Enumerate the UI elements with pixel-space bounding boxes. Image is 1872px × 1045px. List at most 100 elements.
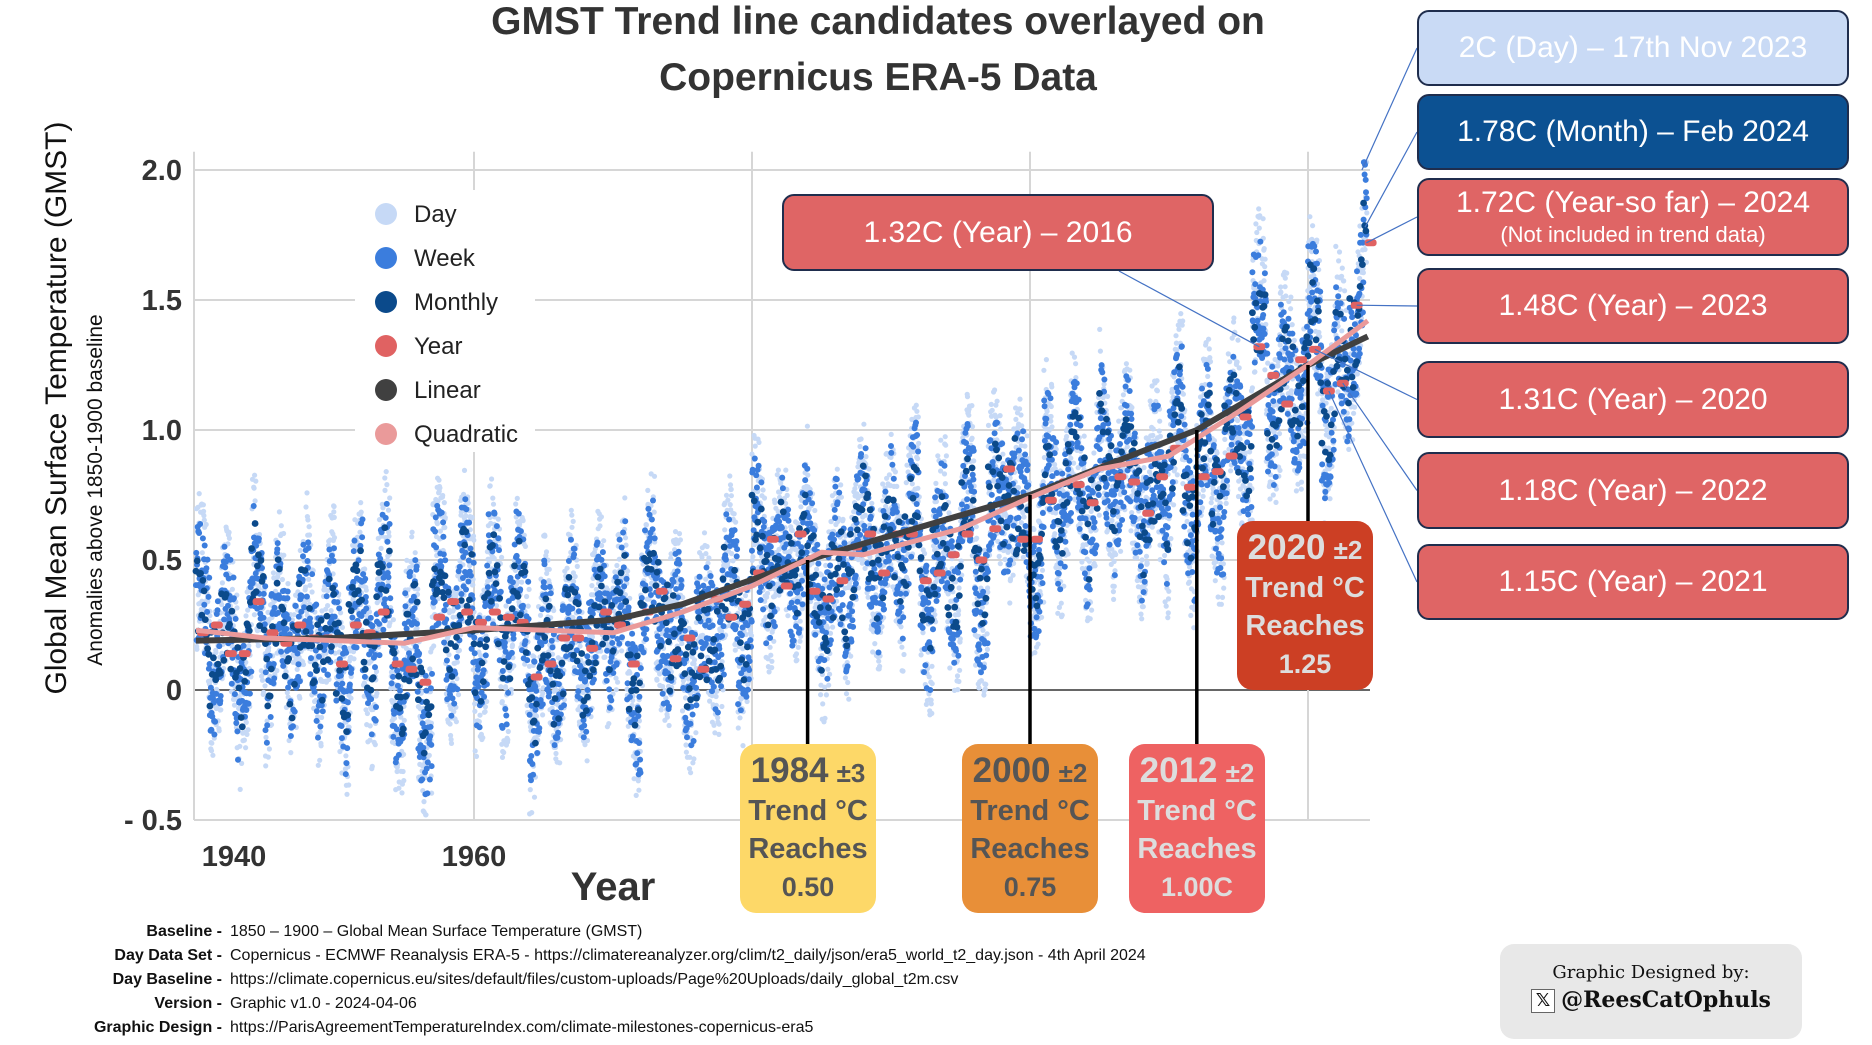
day-point bbox=[503, 603, 509, 609]
day-point bbox=[1293, 488, 1299, 494]
day-point bbox=[1288, 388, 1294, 394]
day-point bbox=[498, 684, 504, 690]
day-point bbox=[1282, 284, 1288, 290]
day-point bbox=[467, 563, 473, 569]
day-point bbox=[1234, 359, 1240, 365]
day-point bbox=[1242, 450, 1248, 456]
day-point bbox=[216, 728, 222, 734]
day-point bbox=[463, 513, 469, 519]
day-point bbox=[997, 413, 1003, 419]
day-point bbox=[264, 718, 270, 724]
day-point bbox=[1291, 337, 1297, 343]
day-point bbox=[915, 485, 921, 491]
day-point bbox=[304, 490, 310, 496]
day-point bbox=[622, 535, 629, 541]
day-point bbox=[892, 469, 899, 475]
day-point bbox=[725, 497, 731, 503]
day-point bbox=[1064, 433, 1070, 440]
day-point bbox=[795, 644, 801, 650]
day-point bbox=[1105, 393, 1111, 399]
day-point bbox=[818, 572, 824, 578]
day-point bbox=[317, 757, 323, 763]
day-point bbox=[303, 504, 309, 510]
day-point bbox=[645, 487, 651, 493]
day-point bbox=[928, 701, 934, 707]
day-point bbox=[533, 713, 540, 719]
day-point bbox=[489, 476, 495, 482]
day-point bbox=[331, 509, 337, 515]
day-point bbox=[657, 671, 663, 677]
day-point bbox=[719, 703, 725, 710]
day-point bbox=[1043, 357, 1049, 363]
day-point bbox=[1139, 616, 1145, 622]
day-point bbox=[1021, 514, 1027, 520]
day-point bbox=[984, 646, 991, 653]
day-point bbox=[514, 495, 520, 501]
day-point bbox=[1339, 265, 1345, 271]
day-point bbox=[457, 558, 463, 564]
day-point bbox=[429, 790, 435, 796]
day-point bbox=[1298, 479, 1305, 485]
day-point bbox=[527, 724, 534, 730]
day-point bbox=[1207, 457, 1213, 463]
day-point bbox=[830, 624, 836, 630]
day-point bbox=[419, 689, 425, 695]
day-point bbox=[1276, 431, 1283, 437]
day-point bbox=[358, 509, 364, 515]
day-point bbox=[477, 712, 483, 718]
day-point bbox=[400, 768, 406, 775]
day-point bbox=[394, 768, 400, 775]
day-point bbox=[262, 683, 268, 689]
day-point bbox=[241, 737, 247, 743]
day-point bbox=[226, 529, 232, 536]
day-point bbox=[956, 678, 962, 685]
day-point bbox=[412, 550, 418, 556]
day-point bbox=[1223, 500, 1229, 506]
day-point bbox=[929, 681, 935, 687]
day-point bbox=[456, 647, 462, 654]
day-point bbox=[1228, 468, 1234, 474]
day-point bbox=[219, 601, 225, 608]
day-point bbox=[473, 753, 480, 760]
day-point bbox=[954, 673, 961, 679]
day-point bbox=[1209, 495, 1215, 501]
day-point bbox=[537, 612, 544, 618]
day-point bbox=[1111, 583, 1117, 589]
day-point bbox=[522, 543, 529, 550]
day-point bbox=[1277, 467, 1283, 473]
day-point bbox=[1262, 264, 1268, 270]
day-point bbox=[490, 495, 496, 501]
day-point bbox=[1262, 367, 1268, 373]
day-point bbox=[1138, 611, 1144, 617]
day-point bbox=[251, 485, 257, 491]
day-point bbox=[357, 529, 363, 535]
day-point bbox=[742, 593, 749, 599]
day-point bbox=[470, 582, 476, 588]
day-point bbox=[478, 653, 484, 659]
day-point bbox=[331, 514, 337, 521]
day-point bbox=[998, 426, 1004, 432]
day-point bbox=[957, 667, 963, 673]
day-point bbox=[446, 652, 452, 658]
day-point bbox=[455, 692, 462, 698]
day-point bbox=[540, 712, 546, 718]
day-point bbox=[387, 620, 393, 626]
day-point bbox=[699, 554, 705, 560]
day-point bbox=[1110, 589, 1116, 595]
day-point bbox=[643, 522, 650, 528]
day-point bbox=[1186, 579, 1192, 585]
day-point bbox=[300, 661, 307, 668]
day-point bbox=[1273, 499, 1279, 505]
day-point bbox=[1261, 246, 1267, 252]
day-point bbox=[440, 492, 446, 499]
day-point bbox=[728, 493, 735, 499]
day-point bbox=[1065, 551, 1071, 557]
day-point bbox=[546, 566, 552, 572]
day-point bbox=[437, 528, 443, 534]
day-point bbox=[1039, 567, 1046, 573]
day-point bbox=[1123, 361, 1129, 367]
day-point bbox=[676, 531, 683, 537]
day-point bbox=[470, 667, 476, 673]
day-point bbox=[447, 721, 453, 727]
day-point bbox=[651, 473, 658, 479]
